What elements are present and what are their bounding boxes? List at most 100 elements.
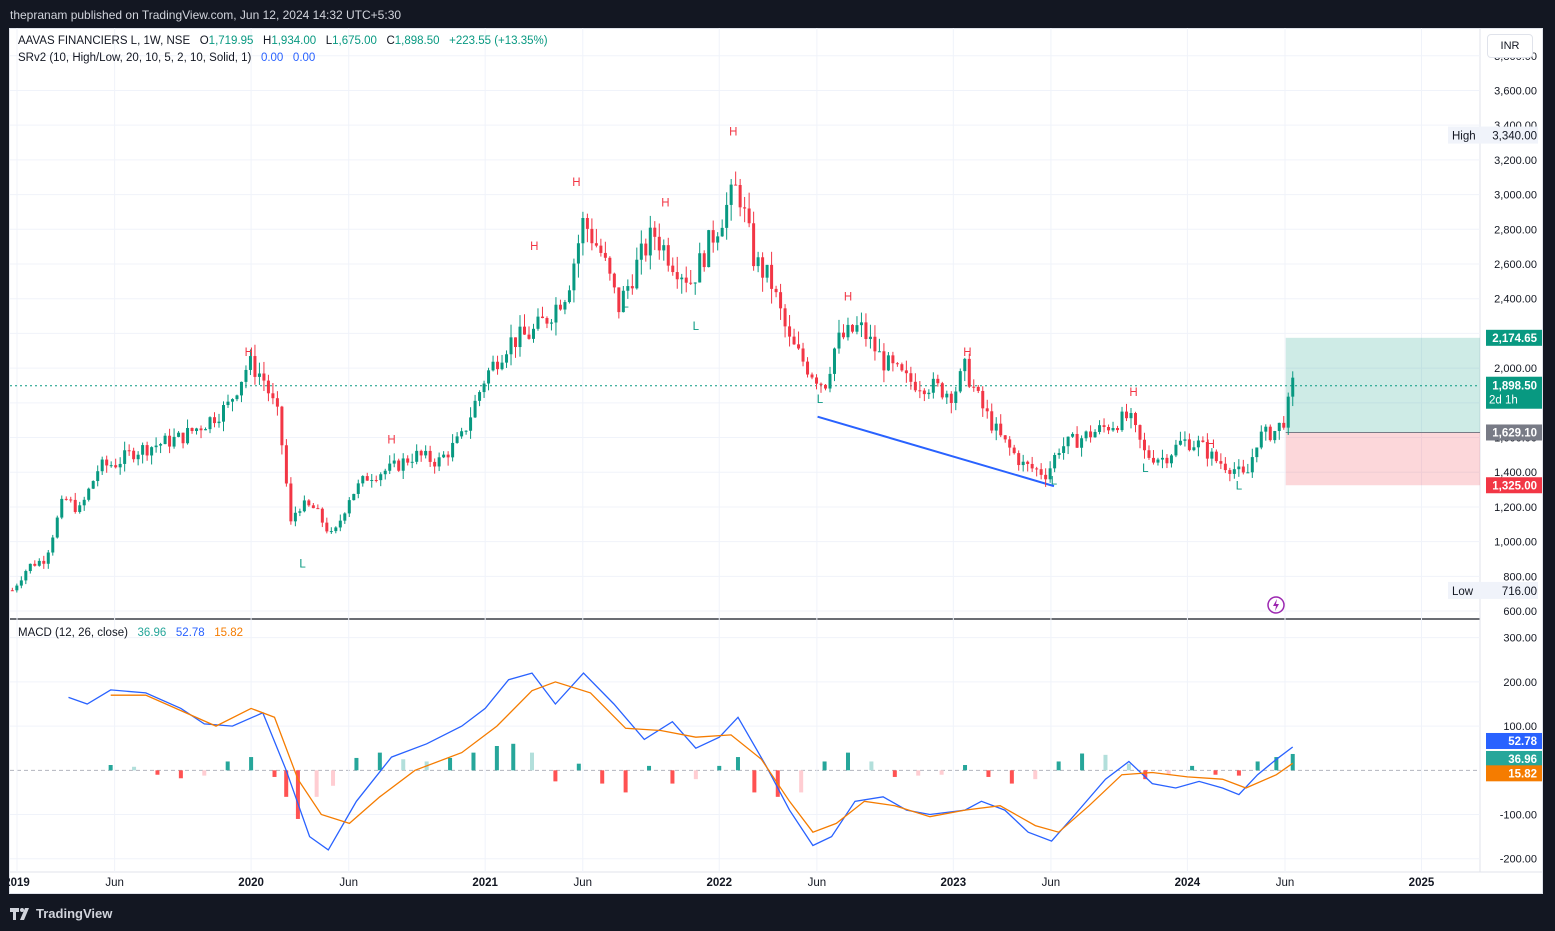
time-tick-label: 2025 (1409, 877, 1435, 889)
low-value: 716.00 (1502, 586, 1537, 598)
indicator-legend[interactable]: SRv2 (10, High/Low, 20, 10, 5, 2, 10, So… (18, 52, 315, 64)
candle-body (370, 480, 374, 482)
candle-body (514, 337, 518, 348)
candle-body (1021, 461, 1025, 466)
candle-body (1210, 451, 1214, 459)
macd-histogram-bar (314, 770, 319, 797)
candle-body (226, 401, 230, 406)
macd-histogram-bar (471, 752, 476, 771)
candle-body (123, 450, 127, 464)
candle-body (10, 590, 14, 592)
currency-button[interactable]: INR (1487, 34, 1533, 58)
candle-body (891, 355, 895, 364)
candle-body (1201, 440, 1205, 443)
low-marker: L (693, 321, 700, 333)
candle-body (599, 245, 603, 253)
candle-body (999, 423, 1003, 436)
macd-histogram-bar (354, 757, 359, 771)
candle-body (1223, 463, 1227, 471)
candle-body (990, 411, 994, 431)
high-marker: H (963, 347, 971, 359)
candle-body (496, 361, 500, 370)
candle-body (60, 498, 64, 518)
candle-body (392, 460, 396, 464)
macd-histogram-bar (647, 765, 652, 771)
candle-body (545, 318, 549, 324)
macd-legend[interactable]: MACD (12, 26, close) 36.96 52.78 15.82 (18, 627, 243, 639)
candle-body (478, 392, 482, 401)
candle-body (725, 204, 729, 228)
high-marker: H (245, 347, 253, 359)
macd-histogram-bar (1033, 770, 1038, 780)
candle-body (882, 351, 886, 371)
macd-hist-tag: 36.96 (1486, 750, 1542, 767)
macd-signal-value: 15.82 (214, 627, 244, 639)
candle-body (42, 560, 46, 564)
candle-body (239, 381, 243, 396)
candle-body (824, 384, 828, 389)
tradingview-logo[interactable]: TradingView (10, 906, 112, 921)
candle-body (994, 423, 998, 431)
candle-body (1178, 440, 1182, 445)
candle-body (1111, 428, 1115, 431)
candle-body (415, 450, 419, 462)
candle-body (1102, 425, 1106, 428)
candle-body (967, 358, 971, 387)
candle-body (145, 445, 149, 456)
candle-body (832, 348, 836, 374)
indicator-value-1: 0.00 (260, 52, 284, 64)
candle-body (972, 386, 976, 388)
candle-body (752, 223, 756, 267)
macd-histogram-bar (529, 752, 534, 771)
candle-body (73, 499, 77, 512)
candle-body (603, 252, 607, 258)
candle-body (253, 356, 257, 377)
macd-tick-label: -200.00 (1500, 854, 1537, 866)
macd-histogram-bar (600, 770, 605, 784)
price-tags: 2,174.65 1,629.10 1,325.00 1,898.50 2d 1h Hig… (1448, 126, 1542, 782)
candle-body (221, 405, 225, 422)
candle-body (1116, 428, 1120, 431)
candle-body (639, 243, 643, 260)
macd-histogram-bar (1126, 763, 1131, 771)
candle-body (904, 370, 908, 374)
ohlc-c-label: C (386, 35, 395, 47)
candle-body (24, 571, 28, 581)
macd-histogram-bar (553, 770, 558, 782)
candle-body (927, 392, 931, 395)
candle-body (1196, 440, 1200, 448)
candle-body (1183, 439, 1187, 441)
chart-frame[interactable] (9, 28, 1543, 894)
last-price-value: 1,898.50 (1492, 381, 1537, 393)
candle-body (127, 450, 131, 452)
candle-body (675, 272, 679, 280)
macd-histogram-bar (1056, 761, 1061, 771)
macd-histogram-bar (576, 763, 581, 771)
candle-body (329, 531, 333, 533)
candle-body (1017, 453, 1021, 466)
price-tick-label: 2,400.00 (1494, 294, 1537, 306)
macd-histogram-bar (1236, 770, 1241, 776)
macd-histogram-bar (448, 757, 453, 771)
candle-body (105, 459, 109, 466)
stop-price-tag: 1,325.00 (1486, 477, 1542, 494)
macd-hist-value: 36.96 (137, 627, 167, 639)
candle-body (630, 286, 634, 289)
candle-body (1187, 439, 1191, 451)
candle-body (208, 417, 212, 430)
candle-body (931, 378, 935, 393)
ohlc-l-label: L (325, 35, 333, 47)
candle-body (720, 227, 724, 237)
candle-body (716, 236, 720, 243)
low-label: Low (1452, 586, 1474, 598)
macd-histogram-bar (822, 761, 827, 771)
candle-body (1214, 451, 1218, 462)
candle-body (442, 454, 446, 458)
candle-body (1241, 466, 1245, 473)
candle-body (1080, 438, 1084, 448)
candle-body (446, 454, 450, 458)
candle-body (1057, 452, 1061, 456)
candle-body (765, 264, 769, 278)
candle-body (788, 326, 792, 337)
